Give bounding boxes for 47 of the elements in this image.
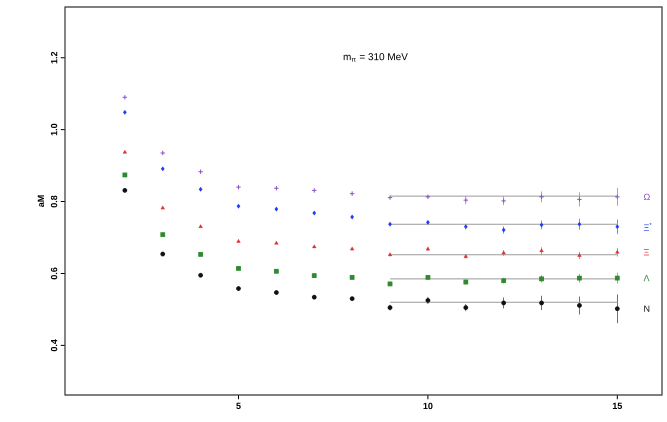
point <box>198 186 202 192</box>
y-axis-title: aM <box>38 195 44 207</box>
point <box>540 222 544 228</box>
point <box>122 94 128 100</box>
point <box>501 300 506 306</box>
text: N <box>644 306 650 312</box>
point <box>312 273 317 278</box>
point <box>160 232 166 238</box>
point <box>539 300 544 306</box>
text: Ω <box>644 194 650 200</box>
x-tick-label: 15 <box>612 402 622 410</box>
point <box>349 190 355 196</box>
point <box>312 244 316 248</box>
y-tick-label: 1.2 <box>50 52 58 64</box>
point <box>312 188 317 194</box>
point <box>160 150 166 156</box>
x-tick-label: 5 <box>236 402 241 410</box>
point <box>274 290 279 295</box>
point <box>198 272 204 278</box>
point <box>350 296 355 302</box>
point <box>274 186 280 191</box>
point <box>578 222 582 227</box>
text: Λ <box>644 275 650 282</box>
y-tick-label: 0.6 <box>50 268 58 280</box>
point <box>312 294 317 300</box>
y-tick-label: 1.0 <box>50 124 58 136</box>
point <box>122 188 128 193</box>
y-tick-label: 0.8 <box>50 196 58 208</box>
point <box>387 194 393 200</box>
point <box>274 268 279 274</box>
x-tick-label: 10 <box>423 402 433 410</box>
point <box>198 252 204 257</box>
point <box>350 275 355 280</box>
point <box>198 169 204 174</box>
y-tick-label: 0.4 <box>50 339 58 352</box>
point <box>577 303 582 308</box>
text: Ξ <box>644 249 649 256</box>
point <box>501 278 506 284</box>
point <box>614 306 620 312</box>
point <box>160 166 165 172</box>
annotation: m$_{π}$ = 310 MeV <box>344 53 408 62</box>
point <box>614 276 620 281</box>
text: Ξ$^{*}$ <box>644 222 652 231</box>
point <box>615 224 620 230</box>
point <box>122 172 128 178</box>
point <box>123 110 127 115</box>
point <box>463 197 468 203</box>
